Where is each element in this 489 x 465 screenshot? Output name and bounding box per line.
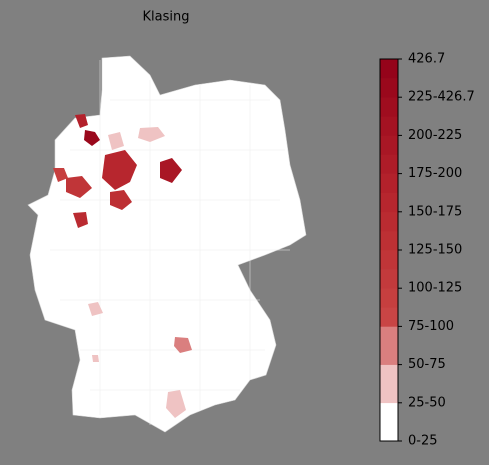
- district: [73, 212, 88, 228]
- colorbar-band: [380, 211, 398, 232]
- colorbar-band: [380, 97, 398, 117]
- district: [84, 130, 100, 146]
- colorbar-label: 75-100: [408, 319, 454, 334]
- colorbar-band: [380, 192, 398, 213]
- colorbar-band: [380, 250, 398, 270]
- district: [102, 150, 137, 190]
- colorbar-label: 100-125: [408, 281, 462, 296]
- map-title: Klasing: [143, 10, 190, 25]
- colorbar-band: [380, 288, 398, 308]
- district: [75, 114, 88, 128]
- colorbar-band: [380, 307, 398, 327]
- colorbar-label: 125-150: [408, 243, 462, 258]
- colorbar-label: 0-25: [408, 434, 438, 449]
- colorbar: 0-25 25-50 50-75 75-100 100-125 125-150 150-17…: [379, 52, 475, 449]
- colorbar-band: [380, 269, 398, 289]
- district: [108, 132, 124, 150]
- colorbar-band: [380, 364, 398, 404]
- district: [138, 127, 165, 142]
- colorbar-label: 426.7: [408, 52, 445, 67]
- district-borders: [50, 60, 290, 425]
- colorbar-band: [380, 173, 398, 193]
- district: [160, 158, 182, 183]
- colorbar-band: [380, 116, 398, 136]
- colorbar-band: [380, 154, 398, 174]
- district: [53, 168, 68, 182]
- colorbar-label: 25-50: [408, 395, 446, 410]
- colorbar-band: [380, 402, 398, 442]
- colorbar-label: 175-200: [408, 166, 462, 181]
- colorbar-band: [380, 59, 398, 79]
- district: [166, 390, 186, 418]
- district-highlights: [53, 114, 192, 418]
- district: [110, 190, 132, 210]
- colorbar-label: 200-225: [408, 128, 462, 143]
- colorbar-band: [380, 78, 398, 98]
- germany-map: [27, 55, 307, 433]
- district: [88, 302, 103, 316]
- colorbar-band: [380, 135, 398, 155]
- colorbar-band: [380, 230, 398, 251]
- district: [92, 355, 99, 362]
- colorbar-label: 225-426.7: [408, 90, 475, 105]
- district: [66, 176, 92, 198]
- colorbar-band: [380, 326, 398, 365]
- district: [174, 337, 192, 353]
- colorbar-label: 150-175: [408, 204, 462, 219]
- colorbar-label: 50-75: [408, 357, 446, 372]
